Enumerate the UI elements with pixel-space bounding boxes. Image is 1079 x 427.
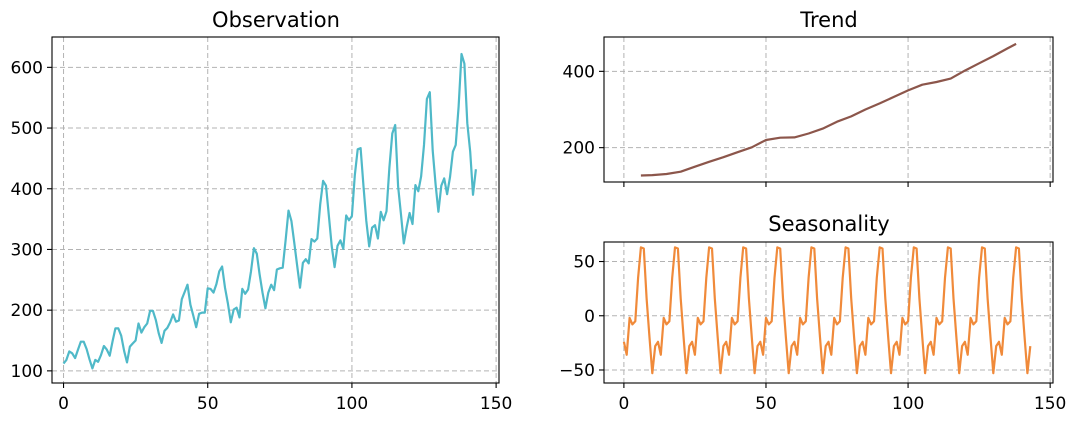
y-tick-label: 100 — [11, 362, 43, 382]
trend-series-line — [640, 42, 1017, 177]
x-tick-label: 50 — [755, 394, 777, 414]
x-tick-label: 150 — [480, 394, 512, 414]
trend-title: Trend — [799, 8, 857, 32]
y-tick-label: 300 — [11, 240, 43, 260]
trend-panel: Trend 200 400 — [563, 8, 1054, 187]
observation-panel: Observation 0 50 100 150 100 200 300 400 500 600 — [11, 8, 513, 414]
trend-axes-frame — [603, 36, 1054, 183]
y-tick-label: −50 — [559, 361, 595, 381]
y-tick-label: 400 — [11, 180, 43, 200]
obs-axes-frame — [51, 36, 500, 384]
y-tick-label: 0 — [584, 307, 595, 327]
seasonality-panel: Seasonality 0 50 100 150 −50 0 50 — [559, 212, 1066, 414]
x-tick-label: 0 — [618, 394, 629, 414]
seasonality-title: Seasonality — [768, 212, 889, 236]
y-tick-label: 50 — [573, 253, 595, 273]
y-tick-label: 600 — [11, 58, 43, 78]
y-tick-label: 400 — [563, 62, 595, 82]
seasonality-axes-frame — [603, 241, 1054, 384]
obs-series-line — [62, 52, 477, 370]
y-tick-label: 500 — [11, 119, 43, 139]
x-tick-label: 0 — [58, 394, 69, 414]
x-tick-label: 50 — [197, 394, 219, 414]
seasonality-series-line — [622, 246, 1032, 375]
x-tick-label: 100 — [336, 394, 368, 414]
observation-title: Observation — [212, 8, 340, 32]
x-tick-label: 150 — [1034, 394, 1066, 414]
y-tick-label: 200 — [563, 139, 595, 159]
x-tick-label: 100 — [892, 394, 924, 414]
y-tick-label: 200 — [11, 301, 43, 321]
